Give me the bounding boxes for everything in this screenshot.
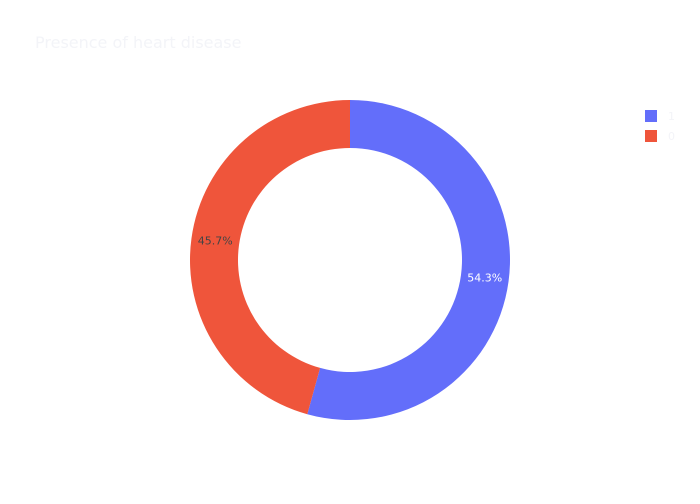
slice-1[interactable] xyxy=(307,100,510,420)
labels-group: 54.3% 45.7% xyxy=(198,235,502,285)
legend-item-1[interactable]: 1 xyxy=(645,106,695,126)
legend-label: 1 xyxy=(668,109,675,123)
slice-label-1: 54.3% xyxy=(467,271,502,284)
slice-0[interactable] xyxy=(189,100,350,415)
legend: 1 0 xyxy=(645,106,695,146)
legend-item-0[interactable]: 0 xyxy=(645,126,695,146)
legend-swatch xyxy=(645,110,657,122)
legend-swatch xyxy=(645,130,657,142)
legend-label: 0 xyxy=(668,129,675,143)
slices-group xyxy=(189,100,510,420)
slice-label-0: 45.7% xyxy=(198,235,233,248)
chart-title: Presence of heart disease xyxy=(35,33,242,52)
